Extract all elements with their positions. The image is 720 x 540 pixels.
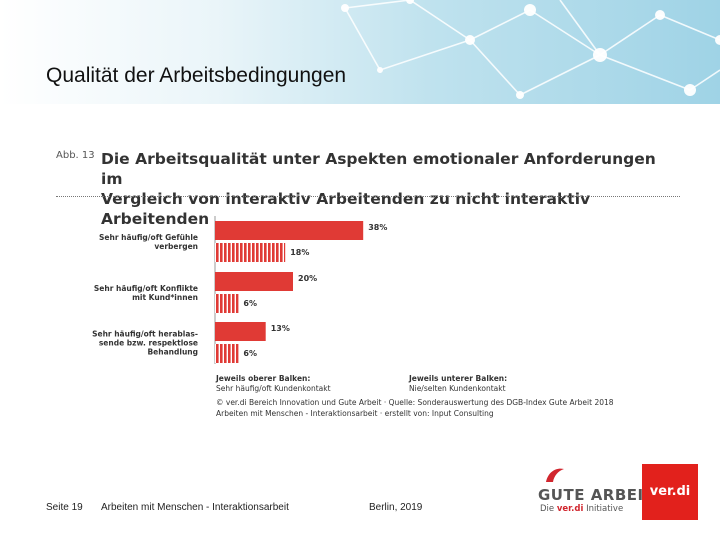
legend-lower: Jeweils unterer Balken: Nie/selten Kunde… bbox=[409, 374, 507, 393]
footer-topic: Arbeiten mit Menschen - Interaktionsarbe… bbox=[101, 502, 289, 513]
bar-lower bbox=[215, 243, 286, 262]
footer-page-number: Seite 19 bbox=[46, 502, 83, 513]
slide-header-banner: Qualität der Arbeitsbedingungen bbox=[0, 0, 720, 104]
gute-arbeit-mark-icon bbox=[546, 468, 564, 482]
tagline-pre: Die bbox=[540, 504, 555, 514]
tagline-brand: ver.di bbox=[556, 504, 584, 514]
legend-upper-text: Sehr häufig/oft Kundenkontakt bbox=[216, 383, 331, 393]
data-label: 13% bbox=[271, 324, 290, 333]
category-label: verbergen bbox=[154, 242, 198, 251]
category-label: mit Kund*innen bbox=[132, 293, 198, 302]
verdi-logo: ver.di bbox=[642, 464, 698, 520]
legend-lower-title: Jeweils unterer Balken: bbox=[409, 374, 508, 383]
figure-title: Die Arbeitsqualität unter Aspekten emoti… bbox=[101, 149, 681, 229]
legend-upper-title: Jeweils oberer Balken: bbox=[216, 374, 311, 383]
bar-upper bbox=[215, 221, 364, 240]
category-label: Behandlung bbox=[147, 348, 198, 357]
category-label: Sehr häufig/oft Konflikte bbox=[94, 284, 198, 293]
data-label: 6% bbox=[243, 349, 257, 358]
legend-upper: Jeweils oberer Balken: Sehr häufig/oft K… bbox=[216, 374, 331, 393]
bar-lower bbox=[215, 344, 239, 363]
figure-title-line-2: Vergleich von interaktiv Arbeitenden zu … bbox=[101, 190, 591, 228]
bar-lower bbox=[215, 294, 239, 313]
footer-date: Berlin, 2019 bbox=[369, 502, 423, 513]
data-label: 18% bbox=[290, 248, 309, 257]
legend-lower-text: Nie/selten Kundenkontakt bbox=[409, 383, 506, 393]
category-label: Sehr häufig/oft Gefühle bbox=[99, 233, 198, 242]
bar-upper bbox=[215, 272, 293, 291]
data-label: 38% bbox=[368, 223, 387, 232]
page-title: Qualität der Arbeitsbedingungen bbox=[46, 64, 347, 87]
gute-arbeit-logo: GUTE ARBEIT Die ver.di Initiative bbox=[538, 466, 654, 516]
gute-arbeit-tagline: Die ver.di Initiative bbox=[540, 504, 623, 514]
bar-upper bbox=[215, 322, 266, 341]
figure-label: Abb. 13 bbox=[56, 150, 95, 161]
category-label: sende bzw. respektlose bbox=[99, 339, 198, 348]
data-label: 6% bbox=[243, 299, 257, 308]
tagline-post: Initiative bbox=[586, 504, 624, 514]
figure-divider bbox=[56, 196, 680, 197]
gute-arbeit-wordmark: GUTE ARBEIT bbox=[538, 486, 655, 504]
category-label: Sehr häufig/oft herablas- bbox=[92, 330, 198, 339]
verdi-wordmark: ver.di bbox=[649, 484, 691, 499]
figure-title-line-1: Die Arbeitsqualität unter Aspekten emoti… bbox=[101, 150, 656, 188]
source-line-2: Arbeiten mit Menschen - Interaktionsarbe… bbox=[216, 409, 494, 418]
figure-source: © ver.di Bereich Innovation und Gute Arb… bbox=[216, 397, 646, 419]
data-label: 20% bbox=[298, 274, 317, 283]
network-graphic bbox=[341, 0, 720, 99]
source-line-1: © ver.di Bereich Innovation und Gute Arb… bbox=[216, 398, 614, 407]
